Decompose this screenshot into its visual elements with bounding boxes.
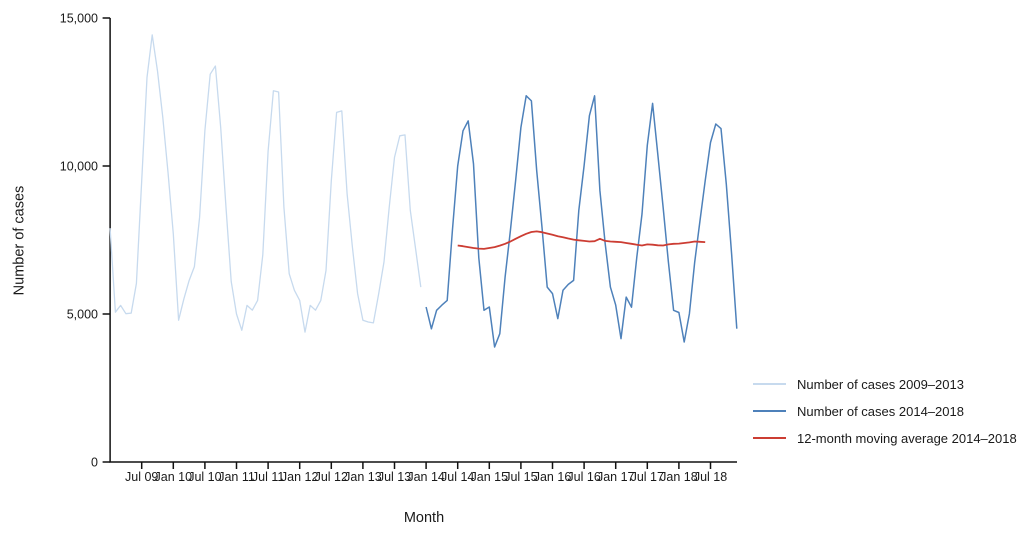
- x-tick-label: Jan 11: [218, 470, 255, 484]
- y-axis-title: Number of cases: [11, 185, 28, 296]
- legend-label: 12-month moving average 2014–2018: [797, 430, 1017, 446]
- legend-item-cases-2014-2018: Number of cases 2014–2018: [753, 403, 1017, 419]
- x-tick-label: Jul 14: [441, 470, 474, 484]
- legend-label: Number of cases 2009–2013: [797, 376, 964, 392]
- x-tick-label: Jan 17: [597, 470, 635, 484]
- x-tick-label: Jul 18: [694, 470, 727, 484]
- x-tick-label: Jul 10: [188, 470, 221, 484]
- legend: Number of cases 2009–2013 Number of case…: [753, 376, 1017, 446]
- y-tick-label: 15,000: [60, 12, 98, 26]
- y-tick-label: 0: [91, 456, 98, 470]
- x-tick-label: Jul 09: [125, 470, 158, 484]
- axes: [109, 18, 737, 463]
- x-tick-label: Jul 16: [567, 470, 600, 484]
- x-tick-label: Jan 10: [155, 470, 193, 484]
- x-tick-label: Jan 13: [344, 470, 382, 484]
- x-tick-label: Jan 16: [534, 470, 572, 484]
- series-line-0: [109, 34, 422, 333]
- legend-label: Number of cases 2014–2018: [797, 403, 964, 419]
- y-tick-label: 5,000: [67, 308, 98, 322]
- series-line-1: [425, 95, 738, 348]
- series-line-2: [457, 230, 706, 250]
- x-tick-label: Jan 18: [660, 470, 698, 484]
- x-tick-label: Jul 13: [378, 470, 411, 484]
- legend-item-moving-average: 12-month moving average 2014–2018: [753, 430, 1017, 446]
- x-tick-label: Jan 15: [471, 470, 509, 484]
- y-tick-label: 10,000: [60, 160, 98, 174]
- legend-item-cases-2009-2013: Number of cases 2009–2013: [753, 376, 1017, 392]
- legend-swatch-line: [753, 410, 786, 412]
- x-tick-label: Jan 12: [281, 470, 319, 484]
- x-tick-label: Jul 11: [252, 470, 284, 484]
- legend-swatch-line: [753, 437, 786, 439]
- x-axis-title: Month: [403, 510, 445, 526]
- legend-swatch-line: [753, 383, 786, 385]
- x-tick-label: Jan 14: [407, 470, 445, 484]
- x-tick-label: Jul 12: [315, 470, 348, 484]
- x-tick-label: Jul 17: [631, 470, 664, 484]
- x-tick-label: Jul 15: [504, 470, 537, 484]
